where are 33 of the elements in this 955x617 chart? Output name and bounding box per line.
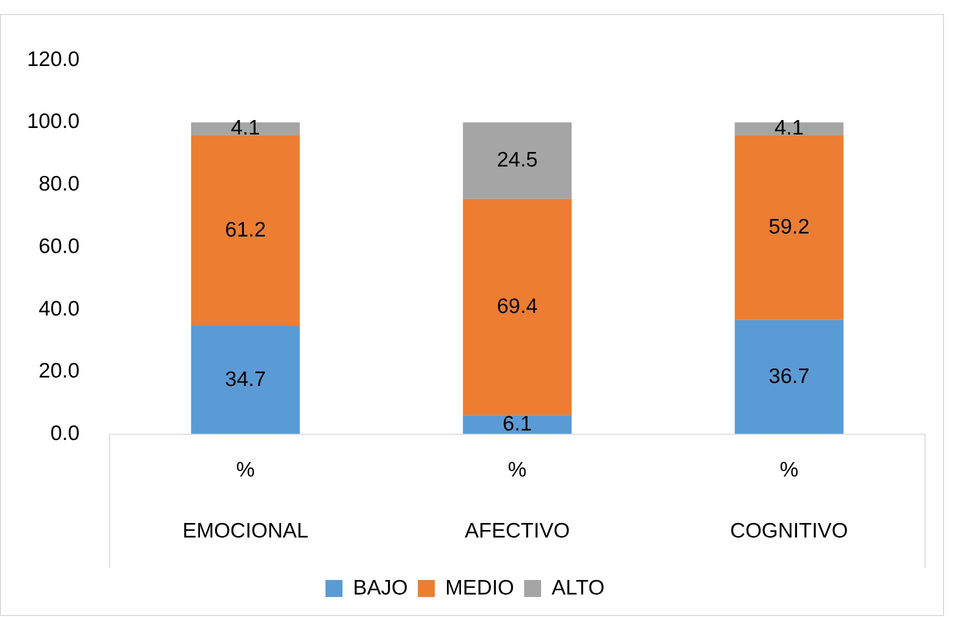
bar — [191, 326, 300, 434]
data-label: 6.1 — [502, 412, 532, 436]
y-tick-label: 0.0 — [50, 422, 80, 445]
x-tick-label: COGNITIVO — [730, 519, 848, 542]
text: % — [508, 458, 527, 482]
data-label: 69.4 — [496, 294, 538, 318]
bar — [191, 122, 300, 136]
legend-label: MEDIO — [445, 576, 514, 600]
data-label: 4.1 — [774, 116, 804, 140]
data-label: 34.7 — [225, 368, 266, 391]
y-tick-label: 100.0 — [26, 110, 80, 134]
y-tick-label: 20.0 — [38, 360, 80, 383]
x-tick-label: AFECTIVO — [464, 519, 570, 542]
bar — [462, 415, 572, 434]
data-label: 24.5 — [496, 148, 538, 172]
bar — [734, 320, 844, 434]
bar — [734, 135, 844, 320]
data-label: 61.2 — [225, 218, 266, 242]
text: % — [780, 458, 798, 482]
y-tick-label: 60.0 — [38, 234, 80, 258]
bar — [191, 135, 300, 326]
y-tick-label: 120.0 — [26, 48, 80, 71]
y-tick-label: 40.0 — [38, 297, 80, 320]
legend-label: BAJO — [352, 576, 408, 600]
data-label: 59.2 — [768, 215, 810, 238]
bar — [462, 198, 572, 416]
text: % — [236, 458, 255, 482]
y-tick-label: 80.0 — [38, 172, 80, 196]
data-label: 4.1 — [230, 116, 260, 140]
bar — [462, 122, 572, 199]
legend-label: ALTO — [552, 576, 605, 600]
x-tick-label: EMOCIONAL — [182, 519, 308, 542]
data-label: 36.7 — [768, 364, 810, 388]
